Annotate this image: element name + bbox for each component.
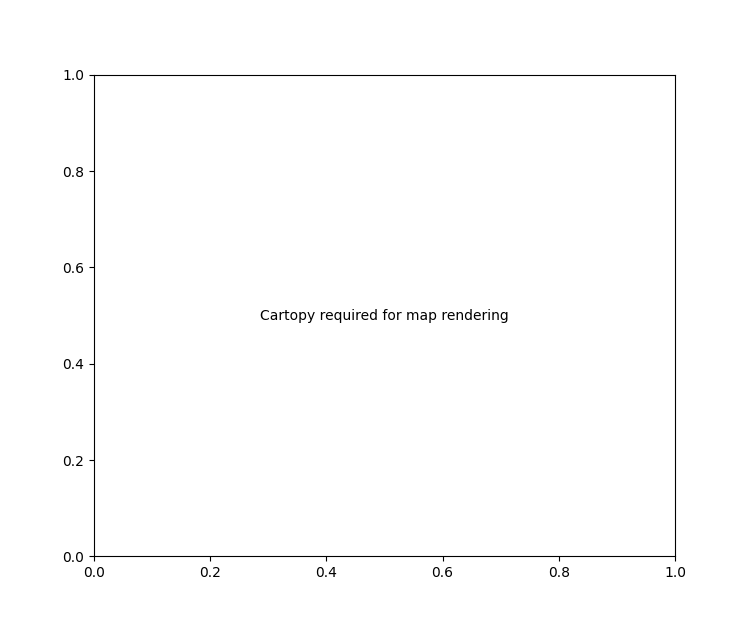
Text: Cartopy required for map rendering: Cartopy required for map rendering [260,309,509,322]
